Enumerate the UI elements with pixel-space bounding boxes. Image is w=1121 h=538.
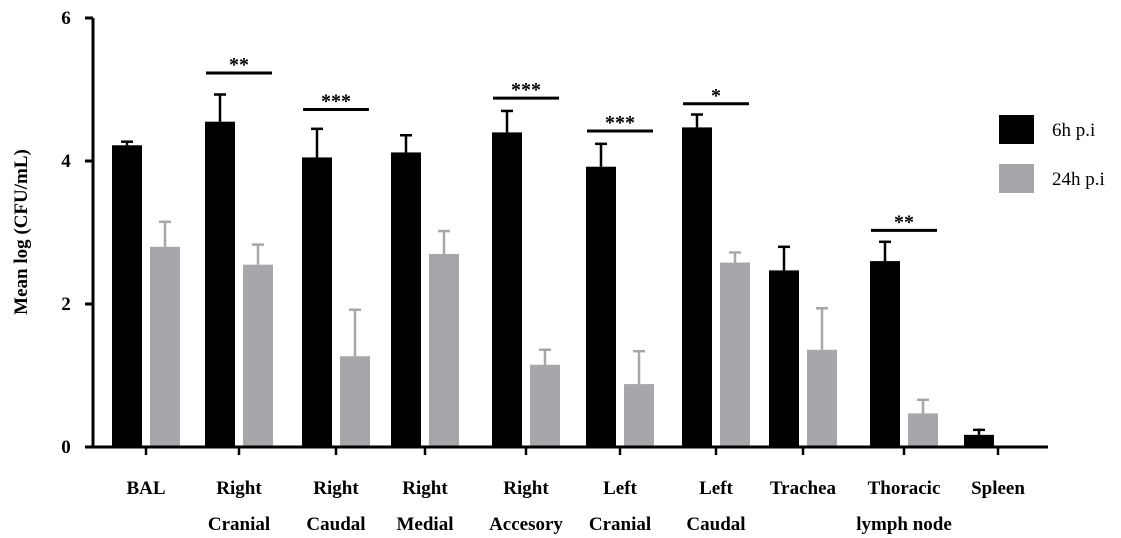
category-label-8: lymph node bbox=[856, 514, 952, 535]
legend-label-1: 24h p.i bbox=[1052, 169, 1105, 190]
bar-s1-c6 bbox=[720, 262, 750, 447]
bar-s0-c1 bbox=[205, 121, 235, 448]
y-tick-label: 4 bbox=[61, 151, 71, 172]
bar-s0-c7 bbox=[769, 270, 799, 447]
bar-s0-c9 bbox=[964, 434, 994, 447]
bar-s0-c4 bbox=[492, 132, 522, 447]
legend: 6h p.i 24h p.i bbox=[999, 115, 1105, 193]
legend-swatch-1 bbox=[999, 164, 1034, 193]
category-label-5: Left bbox=[603, 478, 637, 499]
bar-s0-c3 bbox=[391, 152, 421, 448]
bar-s1-c3 bbox=[429, 253, 459, 447]
category-label-0: BAL bbox=[126, 478, 165, 499]
bar-s0-c6 bbox=[682, 127, 712, 448]
category-label-1: Right bbox=[216, 478, 262, 499]
bar-s0-c0 bbox=[112, 145, 142, 447]
bar-s0-c8 bbox=[870, 261, 900, 447]
significance-layer: ************** bbox=[206, 54, 937, 233]
bar-s1-c0 bbox=[150, 246, 180, 447]
y-tick-label: 0 bbox=[61, 437, 71, 458]
category-label-4: Right bbox=[503, 478, 549, 499]
significance-label-4: * bbox=[711, 85, 721, 107]
category-label-3: Right bbox=[402, 478, 448, 499]
axes-layer bbox=[91, 18, 1048, 449]
category-label-2: Caudal bbox=[306, 514, 365, 535]
category-label-9: Spleen bbox=[971, 478, 1025, 499]
category-label-3: Medial bbox=[397, 514, 454, 535]
bar-s1-c4 bbox=[530, 364, 560, 447]
bar-s0-c5 bbox=[586, 166, 616, 447]
bar-s1-c2 bbox=[340, 356, 370, 447]
category-label-7: Trachea bbox=[770, 478, 837, 499]
significance-label-0: ** bbox=[229, 54, 249, 76]
y-ticks-layer: 0 2 4 6 bbox=[61, 8, 93, 458]
bar-s1-c8 bbox=[908, 413, 938, 447]
y-tick-label: 6 bbox=[61, 8, 71, 29]
category-labels-layer: BAL Right Cranial Right Caudal Right Medial Rig… bbox=[126, 447, 1025, 535]
category-label-6: Caudal bbox=[686, 514, 745, 535]
y-axis-title: Mean log (CFU/mL) bbox=[11, 149, 32, 315]
bars-layer bbox=[112, 121, 994, 448]
significance-label-2: *** bbox=[511, 79, 541, 101]
bar-s0-c2 bbox=[302, 157, 332, 448]
y-tick-label: 2 bbox=[61, 294, 71, 315]
category-label-6: Left bbox=[699, 478, 733, 499]
bar-s1-c7 bbox=[807, 349, 837, 447]
significance-label-5: ** bbox=[894, 211, 914, 233]
category-label-8: Thoracic bbox=[868, 478, 941, 499]
category-label-5: Cranial bbox=[589, 514, 651, 535]
error-bars-layer bbox=[121, 93, 985, 435]
category-label-1: Cranial bbox=[208, 514, 270, 535]
category-label-4: Accesory bbox=[489, 514, 563, 535]
significance-label-3: *** bbox=[605, 112, 635, 134]
bar-s1-c5 bbox=[624, 384, 654, 447]
category-label-2: Right bbox=[313, 478, 359, 499]
bar-s1-c1 bbox=[243, 264, 273, 447]
legend-swatch-0 bbox=[999, 115, 1034, 144]
legend-label-0: 6h p.i bbox=[1052, 120, 1095, 141]
significance-label-1: *** bbox=[321, 91, 351, 113]
